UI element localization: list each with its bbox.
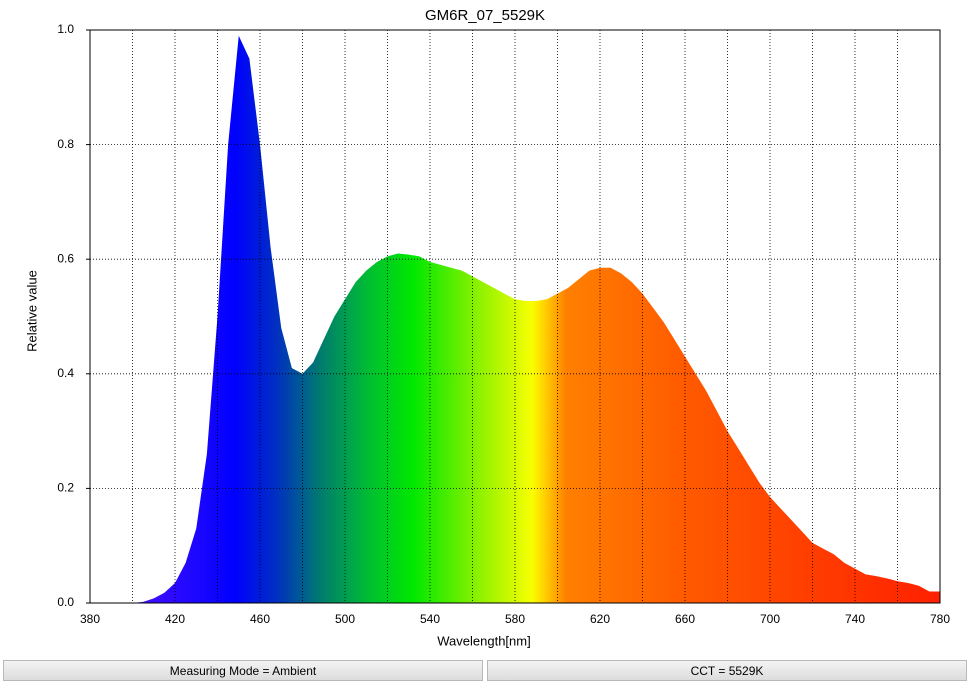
plot-frame — [89, 29, 941, 604]
spectrum-area — [90, 35, 940, 604]
x-tick-label: 620 — [590, 612, 610, 626]
y-tick-label: 0.0 — [57, 595, 74, 609]
y-tick-label: 0.8 — [57, 137, 74, 151]
y-tick-label: 1.0 — [57, 22, 74, 36]
cct: CCT = 5529K — [487, 660, 967, 681]
status-bar: Measuring Mode = Ambient CCT = 5529K — [0, 658, 970, 683]
measuring-mode: Measuring Mode = Ambient — [3, 660, 483, 681]
x-tick-label: 500 — [335, 612, 355, 626]
y-tick-label: 0.6 — [57, 251, 74, 265]
x-tick-label: 700 — [760, 612, 780, 626]
x-tick-label: 580 — [505, 612, 525, 626]
x-tick-label: 740 — [845, 612, 865, 626]
y-axis-label: Relative value — [24, 270, 39, 352]
x-axis-label: Wavelength[nm] — [437, 633, 530, 648]
y-tick-label: 0.4 — [57, 366, 74, 380]
plot-area: 380 420 460 500 540 580 620 660 700 740 780 0.0 0.2 0… — [57, 22, 950, 626]
x-tick-label: 540 — [420, 612, 440, 626]
x-tick-label: 420 — [165, 612, 185, 626]
chart: GM6R_07_5529K Wavelength[nm] Relative va… — [24, 7, 950, 648]
x-tick-label: 380 — [80, 612, 100, 626]
chart-title: GM6R_07_5529K — [425, 7, 545, 24]
x-tick-label: 660 — [675, 612, 695, 626]
y-tick-label: 0.2 — [57, 481, 74, 495]
x-tick-label: 460 — [250, 612, 270, 626]
x-tick-label: 780 — [930, 612, 950, 626]
